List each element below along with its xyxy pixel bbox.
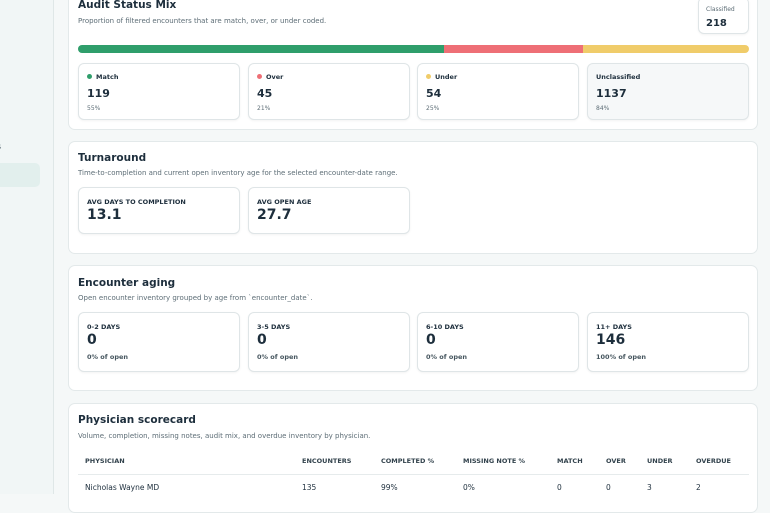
stat-value: 13.1 <box>87 207 122 223</box>
stat-box: 6-10 DAYS 0 0% of open <box>417 312 579 372</box>
stat-label: 11+ DAYS <box>596 323 632 331</box>
table-cell: Nicholas Wayne MD <box>85 483 160 492</box>
stat-value: 119 <box>87 87 110 100</box>
classified-box: Classified 218 <box>698 0 749 34</box>
bar-segment <box>444 45 583 53</box>
table-cell: 135 <box>302 483 317 492</box>
stat-label: 3-5 DAYS <box>257 323 291 331</box>
status-dot <box>257 74 262 79</box>
stat-pct: 25% <box>426 105 440 112</box>
status-dot <box>426 74 431 79</box>
stat-box: Match 119 55% <box>78 63 240 120</box>
column-header: COMPLETED % <box>381 457 435 465</box>
label-text: Unclassified <box>596 73 641 81</box>
stat-note: 0% of open <box>426 353 468 361</box>
stat-pct: 55% <box>87 105 101 112</box>
stat-value: 45 <box>257 87 273 100</box>
stat-box: 3-5 DAYS 0 0% of open <box>248 312 410 372</box>
stat-box: Over 45 21% <box>248 63 410 120</box>
stat-label: AVG OPEN AGE <box>257 198 312 206</box>
stat-box: 11+ DAYS 146 100% of open <box>587 312 749 372</box>
label: Classified <box>706 6 735 13</box>
stat-note: 0% of open <box>257 353 299 361</box>
column-header: MATCH <box>557 457 583 465</box>
stat-value: 146 <box>596 332 626 348</box>
column-header: ENCOUNTERS <box>302 457 352 465</box>
sidebar-active[interactable] <box>0 163 40 187</box>
stat-label: 6-10 DAYS <box>426 323 464 331</box>
stat-label: Under <box>426 73 457 81</box>
stat-label: Over <box>257 73 283 81</box>
column-header: OVERDUE <box>696 457 731 465</box>
status-dot <box>87 74 92 79</box>
bar-segment <box>582 45 749 53</box>
table-cell: 2 <box>696 483 701 492</box>
stat-value: 54 <box>426 87 442 100</box>
turnaround-card: Turnaround Time-to-completion and curren… <box>68 141 758 254</box>
column-header: PHYSICIAN <box>85 457 125 465</box>
stat-label: AVG DAYS TO COMPLETION <box>87 198 186 206</box>
row-divider <box>78 474 749 475</box>
label-text: Match <box>96 73 119 81</box>
stat-note: 0% of open <box>87 353 129 361</box>
stat-value: 0 <box>257 332 267 348</box>
audit-card: Audit Status Mix Proportion of filtered … <box>68 0 758 130</box>
table-cell: 0 <box>557 483 562 492</box>
value: 218 <box>706 18 727 29</box>
stat-box: 0-2 DAYS 0 0% of open <box>78 312 240 372</box>
column-header: OVER <box>606 457 626 465</box>
stat-pct: 84% <box>596 105 610 112</box>
stat-label: Match <box>87 73 118 81</box>
sidebar: s <box>0 0 54 494</box>
aging-card: Encounter aging Open encounter inventory… <box>68 265 758 391</box>
subtitle: Proportion of filtered encounters that a… <box>78 17 327 25</box>
status-bar <box>78 45 749 53</box>
table-cell: 0 <box>606 483 611 492</box>
stat-value: 0 <box>426 332 436 348</box>
stat-note: 100% of open <box>596 353 647 361</box>
bar-segment <box>78 45 445 53</box>
subtitle: Volume, completion, missing notes, audit… <box>78 432 371 440</box>
table-cell: 3 <box>647 483 652 492</box>
title: Turnaround <box>78 152 147 164</box>
table-cell: 0% <box>463 483 475 492</box>
stat-box: Unclassified 1137 84% <box>587 63 749 120</box>
stat-box: AVG DAYS TO COMPLETION 13.1 <box>78 187 240 234</box>
label-text: Under <box>435 73 458 81</box>
column-header: MISSING NOTE % <box>463 457 526 465</box>
stat-box: AVG OPEN AGE 27.7 <box>248 187 410 234</box>
sidebar-item[interactable]: s <box>0 142 1 151</box>
stat-pct: 21% <box>257 105 271 112</box>
column-header: UNDER <box>647 457 673 465</box>
stat-value: 27.7 <box>257 207 292 223</box>
stat-label: 0-2 DAYS <box>87 323 121 331</box>
subtitle: Time-to-completion and current open inve… <box>78 169 398 177</box>
stat-box: Under 54 25% <box>417 63 579 120</box>
table-cell: 99% <box>381 483 398 492</box>
title: Encounter aging <box>78 277 176 289</box>
scorecard-card: Physician scorecard Volume, completion, … <box>68 403 758 513</box>
label-text: Over <box>266 73 284 81</box>
subtitle: Open encounter inventory grouped by age … <box>78 294 313 302</box>
stat-value: 0 <box>87 332 97 348</box>
title: Physician scorecard <box>78 414 196 426</box>
title: Audit Status Mix <box>78 0 177 11</box>
stat-value: 1137 <box>596 87 627 100</box>
stat-label: Unclassified <box>596 73 640 81</box>
